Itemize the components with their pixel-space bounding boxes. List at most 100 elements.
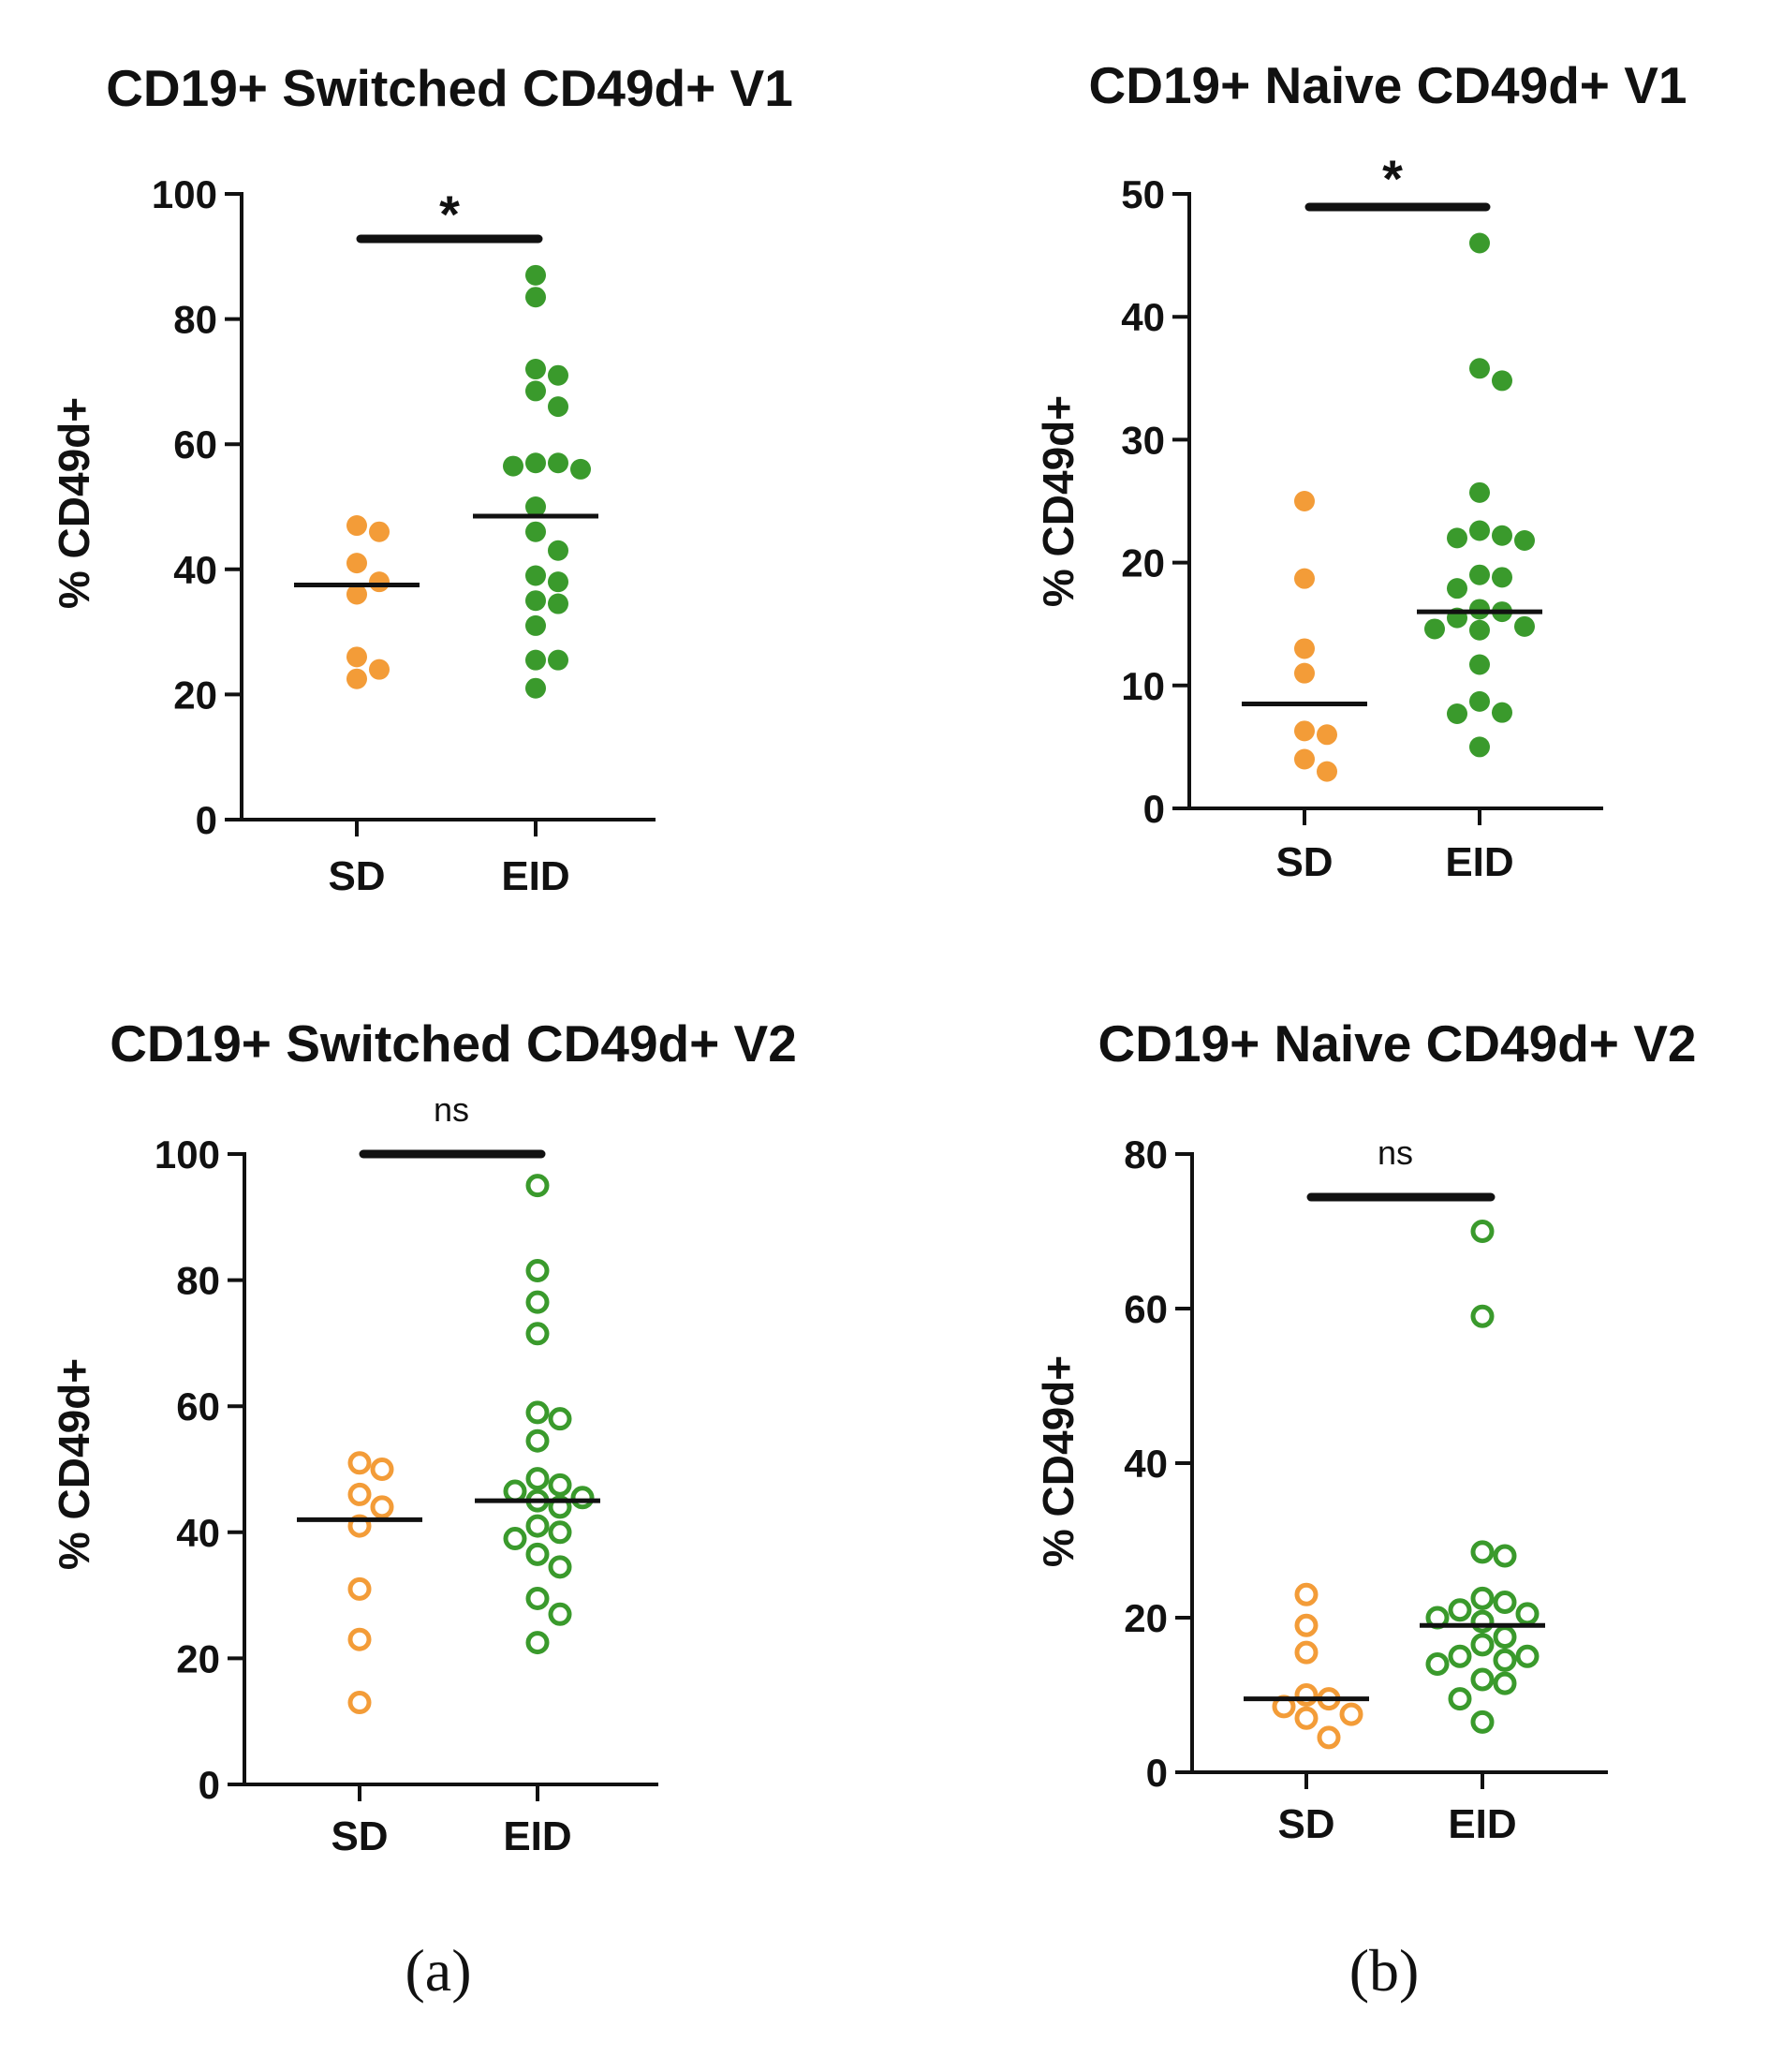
y-tick-label: 20	[1121, 541, 1165, 585]
data-point-eid	[525, 1290, 550, 1314]
data-point-eid	[548, 452, 568, 474]
data-point-eid	[525, 1542, 550, 1566]
data-point-eid	[1448, 1598, 1472, 1622]
data-point-eid	[525, 1322, 550, 1346]
y-tick-label: 40	[1124, 1442, 1168, 1486]
y-tick-label: 40	[1121, 295, 1165, 339]
data-point-eid	[525, 521, 546, 542]
data-point-eid	[1469, 520, 1490, 541]
data-point-eid	[525, 264, 546, 286]
data-point-eid	[548, 1407, 572, 1431]
chart-title: CD19+ Naive CD49d+ V1	[1089, 56, 1687, 114]
data-point-sd	[347, 1482, 372, 1506]
significance-marker: *	[439, 185, 460, 244]
y-axis-label: % CD49d+	[50, 397, 98, 609]
data-point-sd	[1294, 1582, 1319, 1606]
data-point-eid	[548, 571, 568, 593]
y-tick-label: 0	[1146, 1751, 1168, 1795]
data-point-eid	[525, 380, 546, 402]
chart-title: CD19+ Switched CD49d+ V1	[106, 59, 793, 117]
data-point-eid	[548, 396, 568, 418]
data-point-eid	[1470, 1609, 1495, 1634]
data-point-eid	[525, 590, 546, 612]
data-point-eid	[1514, 529, 1535, 551]
x-tick-label-sd: SD	[1277, 1801, 1334, 1847]
data-point-eid	[1492, 702, 1512, 723]
data-point-sd	[1294, 1613, 1319, 1637]
data-point-sd	[347, 1627, 372, 1651]
data-point-eid	[548, 1520, 572, 1545]
y-tick-label: 20	[173, 673, 217, 717]
data-point-eid	[525, 452, 546, 474]
data-point-eid	[1470, 1540, 1495, 1564]
panel-label-a: (a)	[405, 1937, 471, 2004]
significance-marker: *	[1382, 149, 1403, 208]
y-tick-label: 100	[152, 172, 217, 216]
data-point-sd	[1294, 720, 1315, 742]
data-point-eid	[548, 364, 568, 386]
data-point-sd	[1294, 568, 1315, 589]
y-tick-label: 80	[173, 298, 217, 342]
y-tick-label: 80	[1124, 1132, 1168, 1177]
data-point-eid	[1469, 619, 1490, 641]
data-point-sd	[347, 1691, 372, 1715]
chart-title: CD19+ Switched CD49d+ V2	[110, 1014, 797, 1073]
data-point-eid	[1492, 567, 1512, 588]
data-point-eid	[525, 1400, 550, 1425]
data-point-eid	[525, 359, 546, 380]
data-point-sd	[346, 515, 367, 537]
data-point-sd	[1294, 491, 1315, 511]
y-tick-label: 0	[196, 798, 217, 842]
data-point-eid	[548, 1602, 572, 1626]
data-point-eid	[1492, 370, 1512, 392]
data-point-sd	[370, 1495, 394, 1519]
data-point-eid	[548, 1555, 572, 1579]
data-point-eid	[1493, 1671, 1517, 1695]
data-point-eid	[525, 614, 546, 636]
x-tick-label-sd: SD	[1275, 839, 1333, 885]
y-tick-label: 100	[155, 1132, 220, 1177]
data-point-eid	[1469, 690, 1490, 712]
data-point-eid	[1514, 615, 1535, 637]
data-point-eid	[525, 1174, 550, 1198]
data-point-eid	[1515, 1602, 1540, 1626]
data-point-eid	[1470, 1633, 1495, 1657]
data-point-eid	[1470, 1220, 1495, 1243]
data-point-eid	[1515, 1644, 1540, 1668]
data-point-eid	[1470, 1304, 1495, 1328]
data-point-sd	[1339, 1702, 1363, 1726]
x-tick-label-eid: EID	[501, 853, 569, 899]
data-point-eid	[525, 1259, 550, 1283]
data-point-eid	[1493, 1544, 1517, 1568]
data-point-sd	[370, 1458, 394, 1481]
y-tick-label: 40	[176, 1511, 220, 1555]
y-axis-label: % CD49d+	[50, 1358, 98, 1570]
data-point-eid	[1469, 599, 1490, 620]
data-point-eid	[548, 1473, 572, 1497]
data-point-eid	[1493, 1591, 1517, 1614]
x-tick-label-sd: SD	[331, 1813, 388, 1859]
data-point-eid	[1493, 1625, 1517, 1650]
data-point-eid	[1469, 564, 1490, 585]
x-tick-label-eid: EID	[1448, 1801, 1516, 1847]
y-tick-label: 0	[199, 1763, 220, 1807]
data-point-eid	[1469, 654, 1490, 675]
data-point-eid	[525, 1428, 550, 1453]
y-tick-label: 60	[176, 1384, 220, 1428]
chart-panel-naive-v2: CD19+ Naive CD49d+ V2 % CD49d+ SD EID ns…	[1034, 1014, 1696, 1847]
data-point-eid	[503, 1527, 527, 1551]
data-point-eid	[1470, 1709, 1495, 1734]
data-point-eid	[1447, 578, 1467, 599]
y-tick-label: 10	[1121, 664, 1165, 708]
data-point-eid	[1470, 1586, 1495, 1610]
data-point-eid	[1469, 736, 1490, 758]
y-tick-label: 60	[173, 422, 217, 466]
data-point-eid	[1470, 1667, 1495, 1692]
data-point-sd	[369, 659, 390, 680]
y-axis-label: % CD49d+	[1034, 1355, 1083, 1567]
data-point-eid	[548, 593, 568, 614]
data-point-eid	[525, 1631, 550, 1655]
x-tick-label-eid: EID	[1445, 839, 1513, 885]
chart-panel-switched-v1: CD19+ Switched CD49d+ V1 % CD49d+ SD EID…	[50, 59, 793, 899]
